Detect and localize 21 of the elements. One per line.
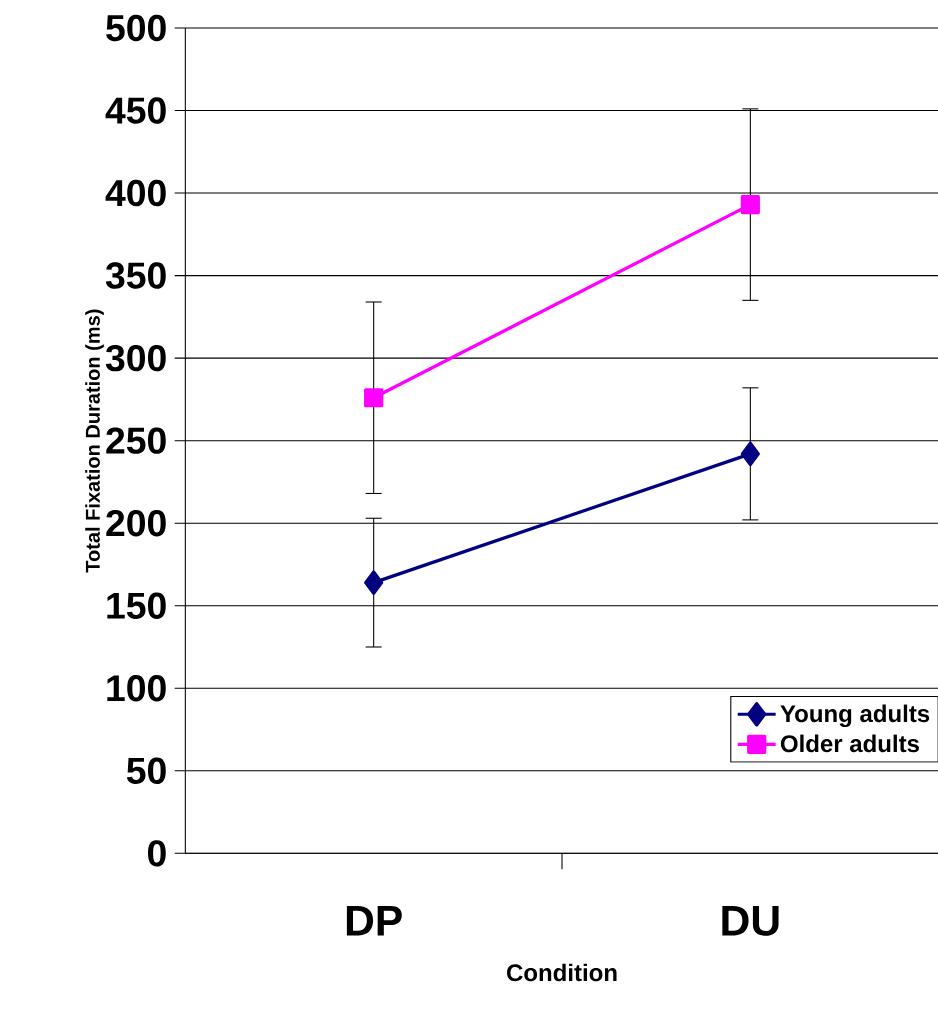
y-tick-label: 300	[105, 344, 166, 372]
y-tick-label: 500	[106, 14, 166, 42]
legend-label: Older adults	[780, 734, 919, 753]
y-tick-label: 50	[126, 757, 166, 784]
y-tick-label: 100	[107, 675, 166, 702]
y-tick-label: 200	[106, 509, 166, 537]
x-tick-label: DP	[346, 906, 402, 936]
point	[740, 441, 760, 467]
point	[364, 388, 384, 408]
point	[364, 570, 384, 595]
x-tick-label: DU	[722, 906, 779, 936]
x-axis-title: Condition	[507, 963, 617, 982]
y-tick-label: 400	[105, 179, 166, 207]
y-tick-label: 150	[107, 592, 166, 619]
point	[740, 195, 760, 215]
legend-label: Young adults	[780, 704, 930, 728]
y-tick-label: 350	[105, 262, 166, 289]
y-tick-label: 450	[105, 97, 166, 124]
y-axis-title: Total Fixation Duration (ms)	[85, 309, 104, 573]
y-tick-label: 0	[148, 840, 166, 867]
y-tick-label: 250	[106, 427, 166, 454]
